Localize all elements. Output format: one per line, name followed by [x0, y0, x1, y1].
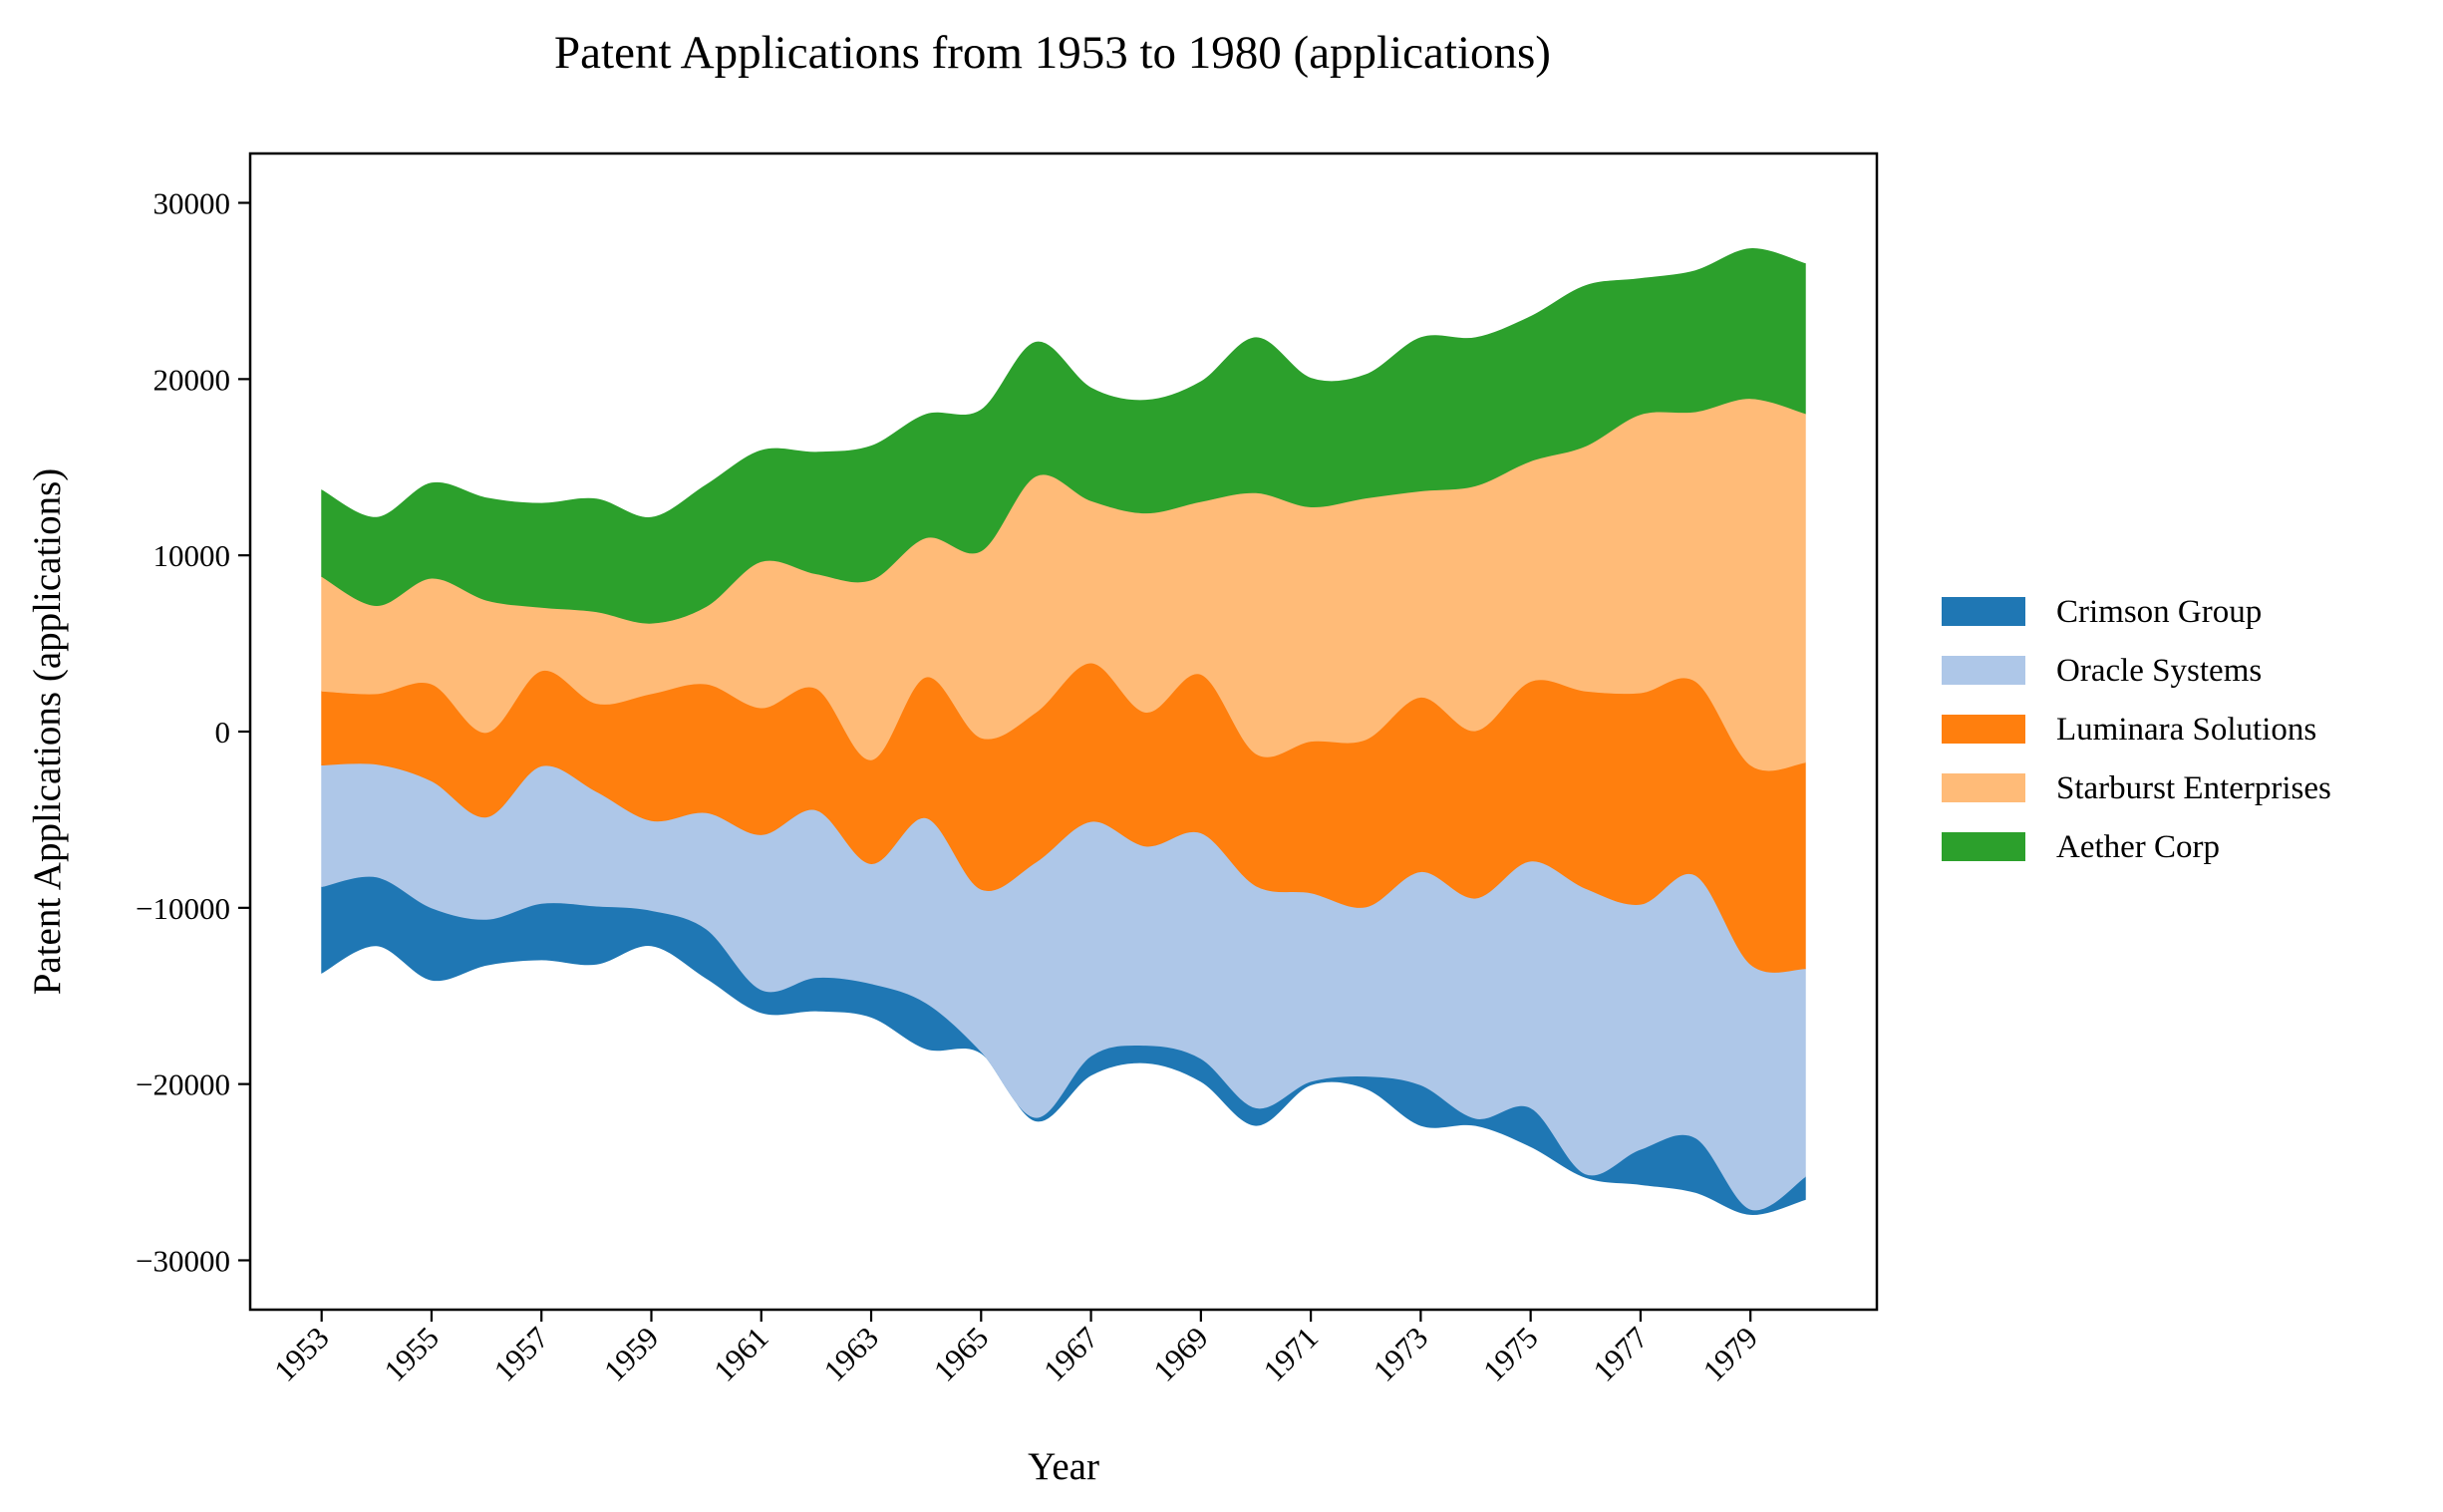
x-axis: 1953 1955 1957 1959 1961 1963 1965 1967 1969 1971… [267, 1310, 1764, 1388]
legend[interactable]: Crimson Group Oracle Systems Luminara Solu… [1942, 594, 2331, 865]
legend-swatch-crimson-group [1942, 597, 2025, 626]
x-tick-label: 1979 [1696, 1320, 1765, 1388]
legend-label-starburst-enterprises: Starburst Enterprises [2056, 770, 2331, 806]
legend-label-oracle-systems: Oracle Systems [2056, 653, 2262, 689]
y-tick-label: 10000 [153, 538, 231, 573]
y-tick-label: −10000 [136, 891, 230, 926]
legend-label-luminara-solutions: Luminara Solutions [2056, 712, 2316, 748]
y-tick-label: 30000 [153, 186, 231, 221]
x-tick-label: 1965 [927, 1320, 996, 1388]
x-tick-label: 1959 [597, 1320, 666, 1388]
x-tick-label: 1971 [1256, 1320, 1325, 1388]
x-tick-label: 1955 [377, 1320, 446, 1388]
x-tick-label: 1977 [1586, 1320, 1655, 1388]
area-aether-corp[interactable] [321, 248, 1806, 624]
y-axis: −30000 −20000 −10000 0 10000 20000 30000 [136, 186, 250, 1278]
legend-swatch-aether-corp [1942, 832, 2025, 861]
y-axis-label: Patent Applications (applications) [26, 468, 69, 996]
x-tick-label: 1969 [1146, 1320, 1215, 1388]
legend-swatch-luminara-solutions [1942, 715, 2025, 744]
legend-swatch-starburst-enterprises [1942, 773, 2025, 802]
x-tick-label: 1961 [707, 1320, 775, 1388]
x-tick-label: 1963 [816, 1320, 885, 1388]
y-tick-label: −20000 [136, 1067, 230, 1102]
y-tick-label: 20000 [153, 362, 231, 397]
legend-swatch-oracle-systems [1942, 656, 2025, 685]
x-tick-label: 1967 [1037, 1320, 1105, 1388]
x-tick-label: 1973 [1367, 1320, 1435, 1388]
legend-label-aether-corp: Aether Corp [2056, 829, 2220, 865]
x-tick-label: 1957 [487, 1320, 556, 1388]
chart-title: Patent Applications from 1953 to 1980 (a… [554, 27, 1551, 79]
legend-label-crimson-group: Crimson Group [2056, 594, 2262, 630]
x-axis-label: Year [1028, 1445, 1099, 1488]
y-tick-label: 0 [215, 715, 231, 750]
x-tick-label: 1953 [267, 1320, 336, 1388]
x-tick-label: 1975 [1476, 1320, 1545, 1388]
y-tick-label: −30000 [136, 1243, 230, 1278]
areas-layer [321, 248, 1806, 1215]
